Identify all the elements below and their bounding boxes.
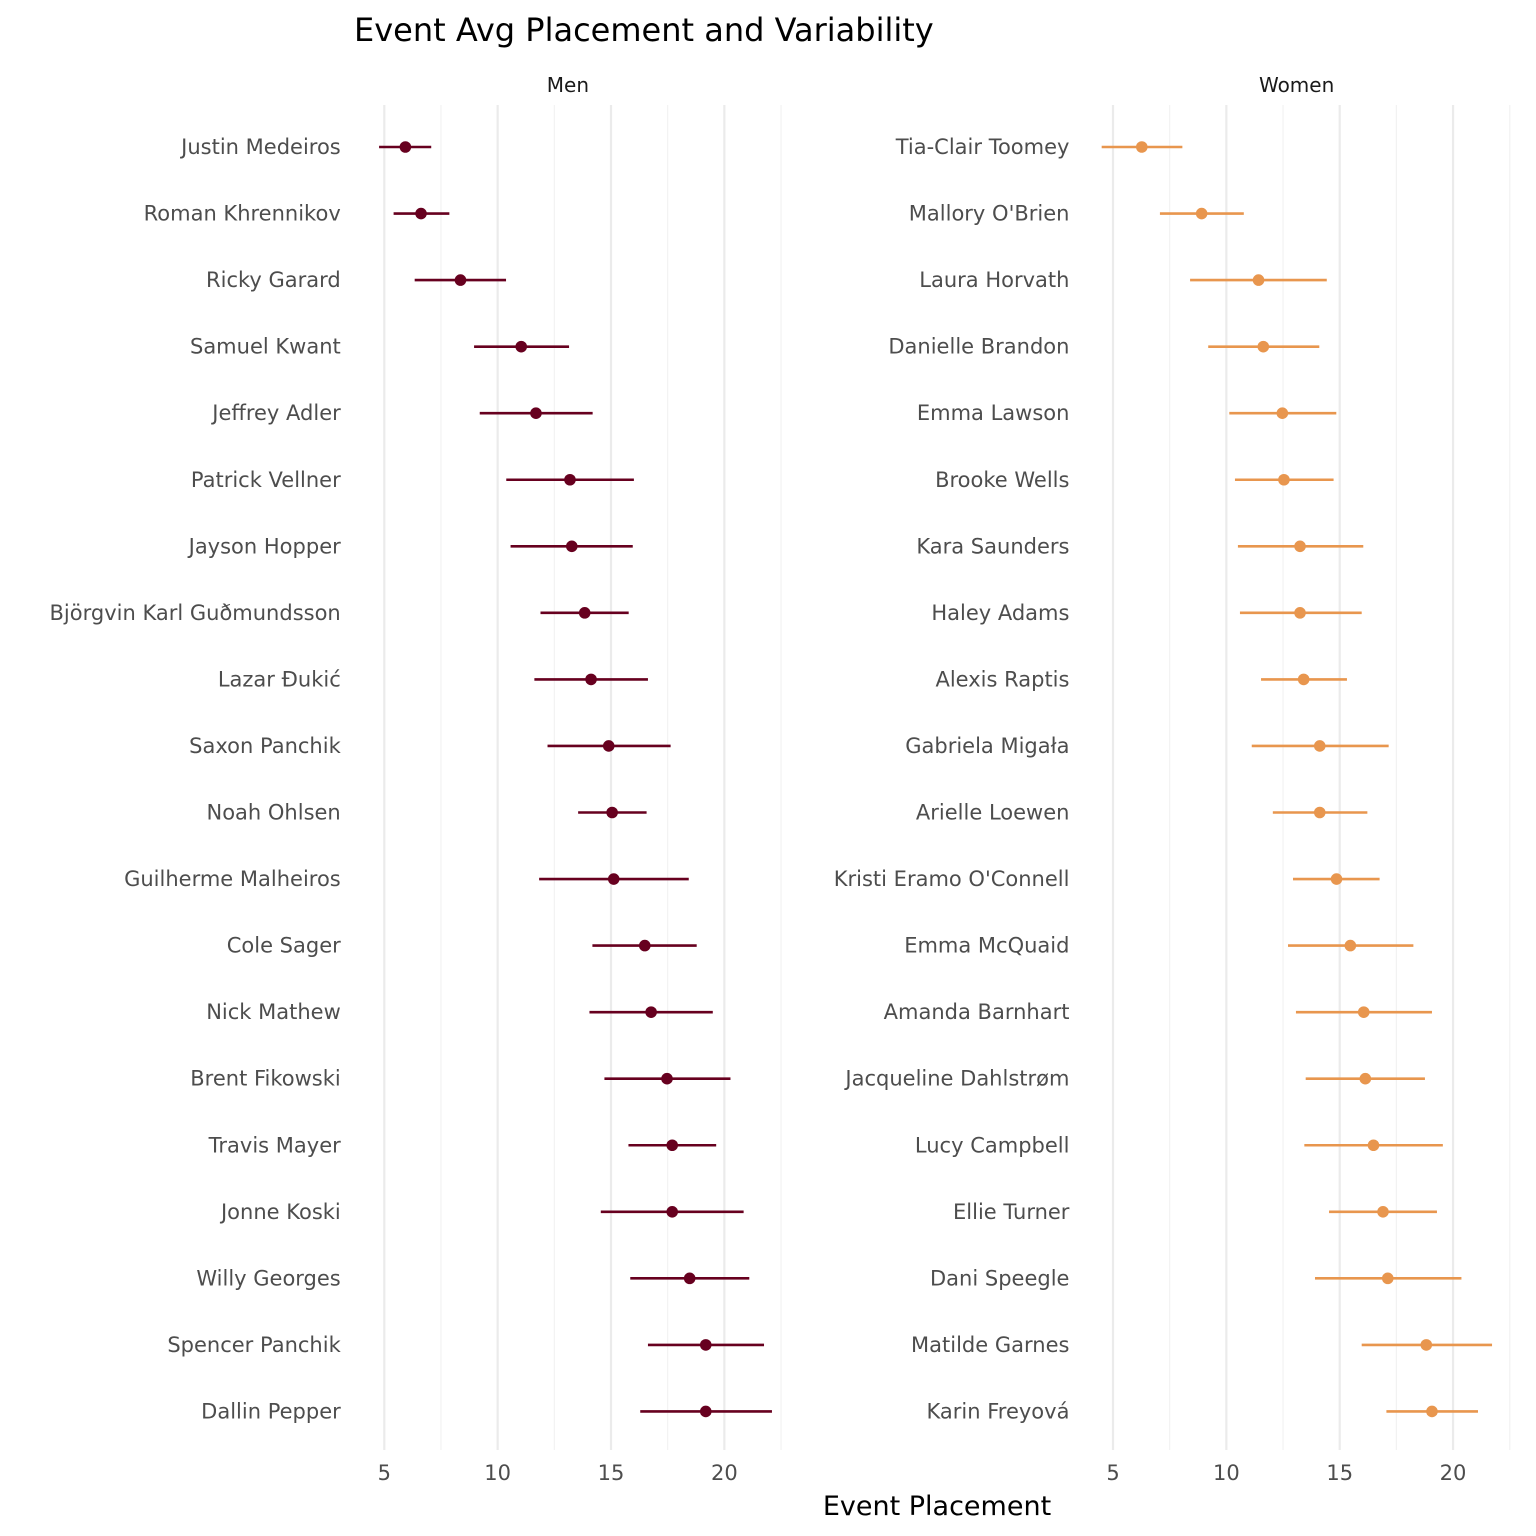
athlete-label: Cole Sager	[227, 934, 341, 958]
mean-point	[683, 1272, 696, 1285]
mean-point	[699, 1405, 712, 1418]
mean-point	[661, 1072, 673, 1085]
x-tick-label: 5	[378, 1461, 391, 1485]
athlete-label: Saxon Panchik	[189, 734, 341, 758]
mean-point	[1426, 1405, 1438, 1418]
mean-point	[699, 1339, 712, 1351]
mean-point	[415, 207, 427, 220]
athlete-label: Danielle Brandon	[888, 335, 1069, 359]
mean-point	[1359, 1072, 1372, 1085]
mean-point	[1377, 1206, 1389, 1218]
athlete-label: Kristi Eramo O'Connell	[834, 867, 1070, 891]
mean-point	[1278, 473, 1290, 486]
mean-point	[1313, 740, 1326, 752]
athlete-label: Justin Medeiros	[179, 135, 341, 159]
athlete-label: Roman Khrennikov	[144, 202, 341, 226]
chart-title: Event Avg Placement and Variability	[354, 11, 934, 49]
athlete-label: Ricky Garard	[206, 268, 341, 292]
mean-point	[530, 407, 542, 420]
athlete-label: Arielle Loewen	[916, 801, 1070, 825]
athlete-label: Emma McQuaid	[904, 934, 1069, 958]
x-axis-label: Event Placement	[823, 1491, 1051, 1522]
mean-point	[585, 673, 597, 686]
mean-point	[399, 141, 412, 153]
x-tick-label: 15	[1326, 1461, 1353, 1485]
mean-point	[1294, 540, 1306, 553]
athlete-label: Alexis Raptis	[935, 667, 1069, 691]
athlete-label: Laura Horvath	[919, 268, 1069, 292]
athlete-label: Gabriela Migała	[905, 734, 1069, 758]
athlete-label: Matilde Garnes	[911, 1333, 1069, 1357]
athlete-label: Brent Fikowski	[190, 1067, 340, 1091]
athlete-label: Jayson Hopper	[187, 534, 341, 558]
mean-point	[606, 806, 618, 819]
x-tick-label: 10	[1213, 1461, 1240, 1485]
facet-strip-label: Women	[1259, 73, 1334, 97]
x-tick-label: 20	[1440, 1461, 1467, 1485]
athlete-label: Dani Speegle	[930, 1266, 1069, 1290]
athlete-label: Jeffrey Adler	[210, 401, 341, 425]
athlete-label: Jacqueline Dahlstrøm	[843, 1067, 1069, 1091]
athlete-label: Brooke Wells	[935, 468, 1069, 492]
mean-point	[1294, 607, 1306, 619]
athlete-label: Lucy Campbell	[915, 1133, 1070, 1157]
mean-point	[1257, 340, 1270, 353]
mean-point	[645, 1006, 657, 1018]
athlete-label: Noah Ohlsen	[206, 801, 340, 825]
mean-point	[602, 740, 615, 752]
athlete-label: Patrick Vellner	[191, 468, 341, 492]
mean-point	[638, 939, 651, 952]
mean-point	[1357, 1006, 1370, 1018]
athlete-label: Nick Mathew	[206, 1000, 341, 1024]
mean-point	[1367, 1139, 1380, 1152]
mean-point	[1381, 1272, 1394, 1285]
athlete-label: Lazar Đukić	[218, 667, 341, 691]
mean-point	[515, 340, 528, 353]
athlete-label: Emma Lawson	[917, 401, 1070, 425]
athlete-label: Dallin Pepper	[201, 1399, 341, 1423]
mean-point	[1135, 141, 1148, 153]
athlete-label: Kara Saunders	[916, 534, 1069, 558]
mean-point	[1344, 939, 1357, 952]
mean-point	[666, 1139, 679, 1152]
athlete-label: Samuel Kwant	[190, 335, 341, 359]
facet-strip-label: Men	[547, 73, 589, 97]
mean-point	[565, 540, 578, 553]
athlete-label: Karin Freyová	[927, 1399, 1070, 1423]
mean-point	[578, 607, 591, 619]
x-tick-label: 10	[484, 1461, 511, 1485]
mean-point	[1195, 207, 1208, 220]
athlete-label: Haley Adams	[931, 601, 1069, 625]
athlete-label: Guilherme Malheiros	[124, 867, 341, 891]
mean-point	[666, 1206, 679, 1218]
athlete-label: Ellie Turner	[953, 1200, 1070, 1224]
mean-point	[1297, 673, 1310, 686]
x-tick-label: 20	[711, 1461, 738, 1485]
athlete-label: Mallory O'Brien	[909, 202, 1070, 226]
mean-point	[1276, 407, 1289, 420]
mean-point	[1252, 274, 1265, 286]
athlete-label: Willy Georges	[196, 1266, 340, 1290]
mean-point	[1420, 1339, 1433, 1351]
mean-point	[454, 274, 467, 286]
athlete-label: Tia-Clair Toomey	[895, 135, 1070, 159]
athlete-label: Amanda Barnhart	[884, 1000, 1070, 1024]
athlete-label: Travis Mayer	[208, 1133, 341, 1157]
mean-point	[1313, 806, 1326, 819]
athlete-label: Spencer Panchik	[167, 1333, 341, 1357]
athlete-label: Jonne Koski	[219, 1200, 341, 1224]
x-tick-label: 15	[598, 1461, 625, 1485]
mean-point	[564, 473, 576, 486]
x-tick-label: 5	[1106, 1461, 1119, 1485]
mean-point	[607, 873, 620, 885]
panel-women: Women 5 10 15 20 Tia-Clair Toomey Mallory O'Br…	[834, 73, 1511, 1485]
mean-point	[1330, 873, 1343, 885]
panel-men: Men 5 10 15 20 Justin Medeiros Roman Khrenniko…	[50, 73, 782, 1485]
athlete-label: Björgvin Karl Guðmundsson	[50, 601, 341, 625]
